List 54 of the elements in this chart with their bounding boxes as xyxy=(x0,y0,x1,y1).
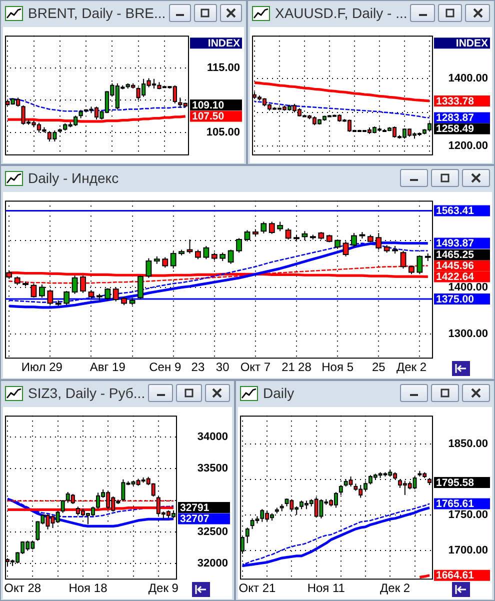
chart-title: Daily - Индекс xyxy=(28,170,120,186)
y-tick-label: 1750.00 xyxy=(448,508,488,521)
data-label: 1664.61 xyxy=(436,570,474,582)
y-tick-label: 105.00 xyxy=(206,126,240,138)
text: 1258.49 xyxy=(436,123,474,136)
chart-title: SIZ3, Daily - Руб... xyxy=(28,385,146,401)
y-tick-label: 1300.00 xyxy=(448,328,488,340)
y-tick-label: 1700.00 xyxy=(448,544,488,556)
data-label: 1765.61 xyxy=(436,498,474,510)
chart-title: XAUUSD.F, Daily - ... xyxy=(275,5,408,21)
text: 109.10 xyxy=(192,99,224,112)
text: INDEX xyxy=(208,37,240,50)
ref-line-label: 1375.00 xyxy=(436,293,474,306)
x-tick-label: 30 xyxy=(216,360,230,374)
data-label: 1333.78 xyxy=(436,95,474,108)
chart-title: Daily xyxy=(263,385,296,401)
x-tick-label: Дек 2 xyxy=(380,581,410,596)
text: 32791 xyxy=(180,502,210,514)
data-label: 32707 xyxy=(180,513,210,526)
data-label: 1283.87 xyxy=(436,112,474,124)
x-tick-label: Июл 29 xyxy=(21,360,63,374)
y-tick-label: 32000 xyxy=(197,557,228,570)
data-label: 1422.64 xyxy=(436,271,474,284)
text: 1465.25 xyxy=(436,249,474,262)
data-label: 107.50 xyxy=(192,110,224,123)
x-tick-label: Ноя 11 xyxy=(307,581,346,596)
y-tick-label: 34000 xyxy=(197,431,228,444)
x-tick-label: Авг 19 xyxy=(90,360,126,374)
x-tick-label: Дек 2 xyxy=(396,360,427,374)
y-tick-label: 32500 xyxy=(197,526,228,538)
x-tick-label: 28 xyxy=(298,360,312,374)
x-tick-label: Ноя 18 xyxy=(68,581,108,596)
x-tick-label: Окт 21 xyxy=(238,581,276,596)
x-tick-label: Окт 28 xyxy=(4,581,42,596)
data-label: 1445.96 xyxy=(436,260,474,272)
ref-line-label: 1563.41 xyxy=(436,205,474,218)
line-series xyxy=(254,100,430,118)
y-tick-label: 115.00 xyxy=(206,62,240,74)
y-tick-label: 1400.00 xyxy=(448,281,488,294)
data-label: 1493.87 xyxy=(436,238,474,250)
text: 1795.58 xyxy=(436,476,474,489)
x-tick-label: 25 xyxy=(372,360,386,374)
x-tick-label: Ноя 5 xyxy=(322,360,354,374)
x-tick-label: 23 xyxy=(191,360,205,374)
y-tick-label: 1850.00 xyxy=(448,438,488,450)
y-tick-label: 1400.00 xyxy=(448,72,488,85)
x-tick-label: Окт 7 xyxy=(240,360,271,374)
x-tick-label: 21 xyxy=(282,360,296,374)
y-tick-label: 33500 xyxy=(197,462,228,475)
y-tick-label: 1200.00 xyxy=(448,140,488,152)
x-tick-label: Сен 9 xyxy=(149,360,182,374)
text: INDEX xyxy=(456,37,488,50)
chart-title: BRENT, Daily - BRE... xyxy=(28,5,166,21)
x-tick-label: Дек 9 xyxy=(148,581,179,596)
